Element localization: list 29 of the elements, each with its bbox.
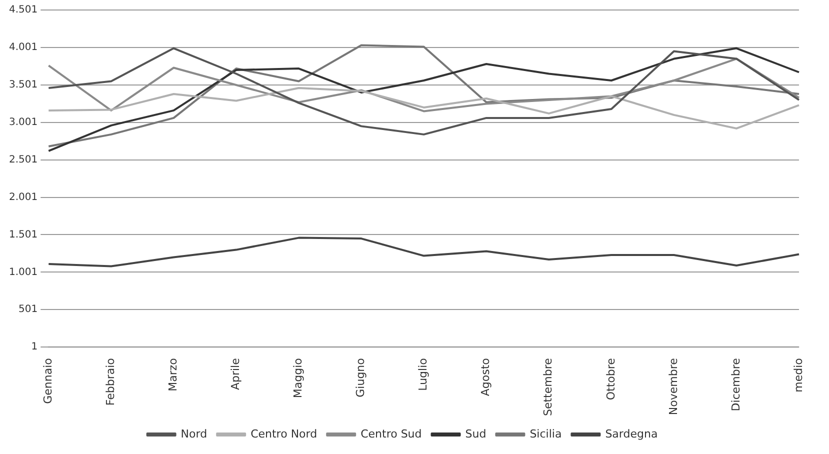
- y-tick-label: 4.501: [8, 4, 38, 16]
- x-tick-label: Luglio: [416, 358, 430, 391]
- y-tick-label: 501: [18, 304, 38, 316]
- x-tick-label: Marzo: [166, 358, 180, 392]
- y-tick-label: 2.001: [8, 192, 38, 203]
- legend-label: Sicilia: [530, 427, 562, 440]
- y-tick-label: 3.501: [8, 80, 38, 91]
- legend-label: Sardegna: [605, 427, 658, 440]
- y-tick-label: 1.501: [8, 229, 38, 240]
- x-tick-label: Gennaio: [41, 358, 54, 404]
- y-tick-label: 2.501: [8, 154, 38, 166]
- x-tick-label: Ottobre: [604, 358, 618, 400]
- y-tick-label: 1.001: [8, 266, 38, 278]
- x-tick-label: Maggio: [292, 358, 305, 398]
- x-tick-label: Settembre: [542, 358, 555, 416]
- y-tick-label: 3.001: [8, 116, 38, 128]
- x-tick-label: Agosto: [479, 358, 492, 396]
- x-tick-label: Giugno: [354, 358, 368, 398]
- x-tick-label: medio: [792, 358, 805, 392]
- legend-label: Sud: [465, 427, 486, 440]
- legend-label: Nord: [180, 427, 208, 440]
- x-tick-label: Febbraio: [104, 358, 118, 406]
- y-tick-label: 4.001: [8, 42, 38, 54]
- x-tick-label: Dicembre: [729, 358, 742, 412]
- legend-label: Centro Sud: [360, 427, 422, 440]
- x-tick-label: Aprile: [229, 358, 242, 390]
- legend-label: Centro Nord: [250, 427, 318, 440]
- y-tick-label: 1: [31, 342, 38, 353]
- x-tick-label: Novembre: [666, 358, 680, 416]
